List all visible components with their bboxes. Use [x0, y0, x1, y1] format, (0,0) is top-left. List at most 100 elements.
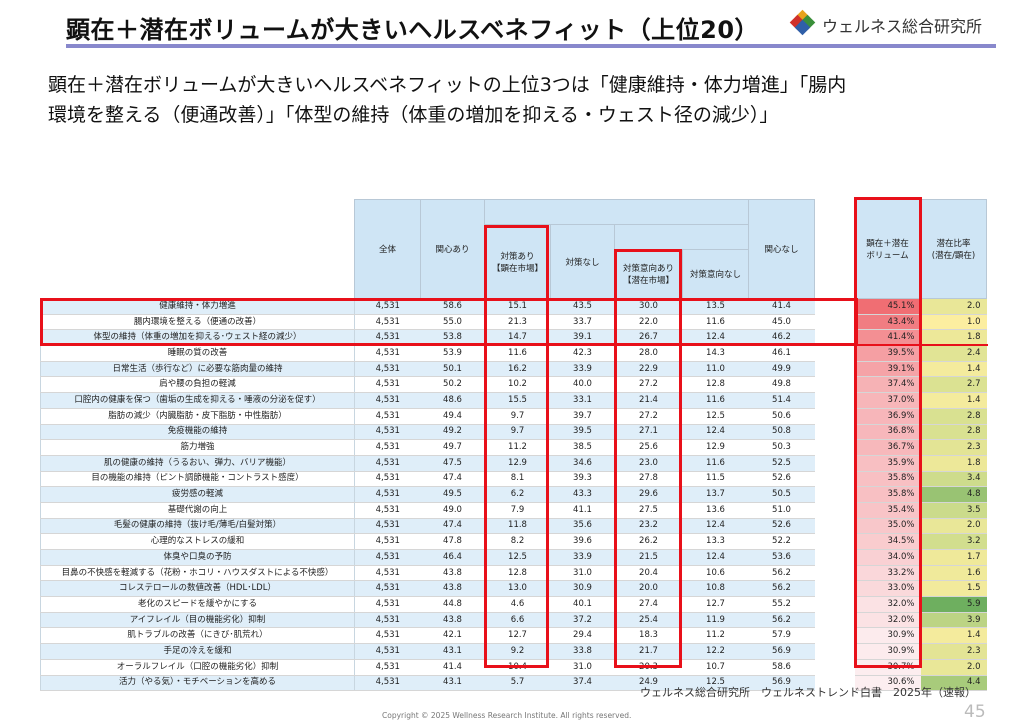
cell-intent: 24.9 [614, 675, 683, 692]
cell-no-measures: 43.3 [550, 486, 615, 503]
cell-total: 4,531 [354, 439, 421, 456]
header-measures: 対策あり 【顕在市場】 [484, 224, 551, 299]
spacer-cell [814, 455, 855, 472]
cell-not-interested: 49.8 [748, 376, 815, 394]
cell-total: 4,531 [354, 314, 421, 331]
cell-measures: 9.7 [484, 408, 551, 425]
spacer-cell [814, 486, 855, 503]
cell-volume: 36.9% [854, 408, 921, 425]
cell-volume: 39.5% [854, 345, 921, 362]
cell-interested: 53.8 [420, 329, 485, 347]
cell-interested: 47.8 [420, 533, 485, 550]
cell-no-intent: 11.2 [682, 627, 749, 645]
cell-total: 4,531 [354, 627, 421, 645]
benefit-label: 目鼻の不快感を軽減する（花粉・ホコリ・ハウスダストによる不快感） [40, 565, 355, 582]
benefit-label: オーラルフレイル（口腔の機能劣化）抑制 [40, 659, 355, 676]
cell-intent: 20.3 [614, 659, 683, 676]
cell-measures: 12.9 [484, 455, 551, 472]
table-row: アイフレイル（目の機能劣化）抑制 4,531 43.8 6.6 37.2 25.4 11.9… [40, 612, 987, 629]
cell-no-measures: 40.1 [550, 596, 615, 613]
table-row: 老化のスピードを緩やかにする 4,531 44.8 4.6 40.1 27.4 12.7 55… [40, 596, 987, 613]
cell-interested: 44.8 [420, 596, 485, 613]
cell-volume: 43.4% [854, 314, 921, 331]
spacer-cell [814, 424, 855, 440]
cell-no-intent: 12.4 [682, 424, 749, 441]
cell-ratio: 3.2 [920, 533, 987, 550]
cell-ratio: 2.4 [920, 345, 987, 362]
cell-total: 4,531 [354, 361, 421, 378]
cell-no-intent: 10.6 [682, 565, 749, 582]
cell-no-intent: 12.8 [682, 376, 749, 394]
cell-no-measures: 33.9 [550, 361, 615, 378]
data-table: 全体 関心あり 関心なし 顕在＋潜在 ボリューム 潜在比率 (潜在/顕在) 対策… [40, 199, 987, 692]
cell-measures: 9.2 [484, 643, 551, 660]
cell-ratio: 3.4 [920, 471, 987, 488]
header-ratio: 潜在比率 (潜在/顕在) [920, 199, 987, 299]
spacer-cell [814, 580, 855, 597]
cell-intent: 22.9 [614, 361, 683, 378]
spacer-cell [814, 612, 855, 628]
cell-total: 4,531 [354, 596, 421, 613]
cell-ratio: 2.0 [920, 518, 987, 535]
cell-interested: 43.8 [420, 580, 485, 598]
header-no-intent: 対策意向なし [682, 249, 749, 299]
cell-measures: 16.2 [484, 361, 551, 378]
cell-not-interested: 56.2 [748, 612, 815, 629]
cell-interested: 49.7 [420, 439, 485, 456]
cell-intent: 21.4 [614, 392, 683, 409]
benefit-label: 口腔内の健康を保つ（歯垢の生成を抑える・唾液の分泌を促す） [40, 392, 355, 409]
cell-measures: 21.3 [484, 314, 551, 331]
cell-interested: 43.1 [420, 643, 485, 660]
table-row: 肌トラブルの改善（にきび･肌荒れ） 4,531 42.1 12.7 29.4 18.3 11… [40, 627, 987, 645]
cell-not-interested: 50.6 [748, 408, 815, 425]
benefit-label: 活力（やる気）・モチベーションを高める [40, 675, 355, 692]
cell-no-measures: 42.3 [550, 345, 615, 362]
cell-no-measures: 33.7 [550, 314, 615, 331]
cell-measures: 12.5 [484, 549, 551, 566]
cell-volume: 35.9% [854, 455, 921, 472]
cell-intent: 18.3 [614, 627, 683, 645]
spacer-cell [814, 329, 855, 346]
cell-no-measures: 33.9 [550, 549, 615, 566]
spacer-cell [814, 659, 855, 675]
cell-intent: 23.2 [614, 518, 683, 535]
table-row: 体型の維持（体重の増加を抑える･ウェスト経の減少） 4,531 53.8 14.7 39… [40, 329, 987, 347]
cell-intent: 27.1 [614, 424, 683, 441]
cell-ratio: 3.9 [920, 612, 987, 629]
cell-interested: 50.1 [420, 361, 485, 378]
cell-ratio: 5.9 [920, 596, 987, 613]
cell-no-intent: 11.5 [682, 471, 749, 488]
cell-no-measures: 37.4 [550, 675, 615, 692]
spacer-cell [814, 518, 855, 534]
cell-no-measures: 39.6 [550, 533, 615, 550]
cell-no-measures: 33.8 [550, 643, 615, 660]
cell-ratio: 1.4 [920, 361, 987, 378]
cell-not-interested: 52.6 [748, 471, 815, 488]
cell-not-interested: 58.6 [748, 659, 815, 676]
cell-measures: 6.2 [484, 486, 551, 503]
spacer-cell [814, 376, 855, 393]
cell-ratio: 1.0 [920, 314, 987, 331]
cell-intent: 25.6 [614, 439, 683, 456]
header-not-interested: 関心なし [748, 199, 815, 299]
cell-ratio: 1.5 [920, 580, 987, 598]
cell-no-measures: 35.6 [550, 518, 615, 535]
cell-interested: 47.4 [420, 471, 485, 488]
cell-intent: 20.0 [614, 580, 683, 598]
cell-not-interested: 56.9 [748, 643, 815, 660]
cell-intent: 21.7 [614, 643, 683, 660]
cell-volume: 32.0% [854, 596, 921, 613]
spacer-cell [814, 643, 855, 660]
benefit-label: 目の機能の維持（ピント調節機能・コントラスト感度） [40, 471, 355, 488]
benefit-label: 老化のスピードを緩やかにする [40, 596, 355, 613]
cell-total: 4,531 [354, 424, 421, 441]
table-row: 毛髪の健康の維持（抜け毛/薄毛/白髪対策） 4,531 47.4 11.8 35.6 23… [40, 518, 987, 535]
cell-measures: 11.2 [484, 439, 551, 456]
cell-interested: 58.6 [420, 298, 485, 315]
cell-intent: 29.6 [614, 486, 683, 503]
cell-ratio: 2.8 [920, 424, 987, 441]
spacer-cell [814, 392, 855, 409]
cell-no-measures: 39.1 [550, 329, 615, 347]
cell-ratio: 1.4 [920, 392, 987, 409]
cell-not-interested: 53.6 [748, 549, 815, 566]
